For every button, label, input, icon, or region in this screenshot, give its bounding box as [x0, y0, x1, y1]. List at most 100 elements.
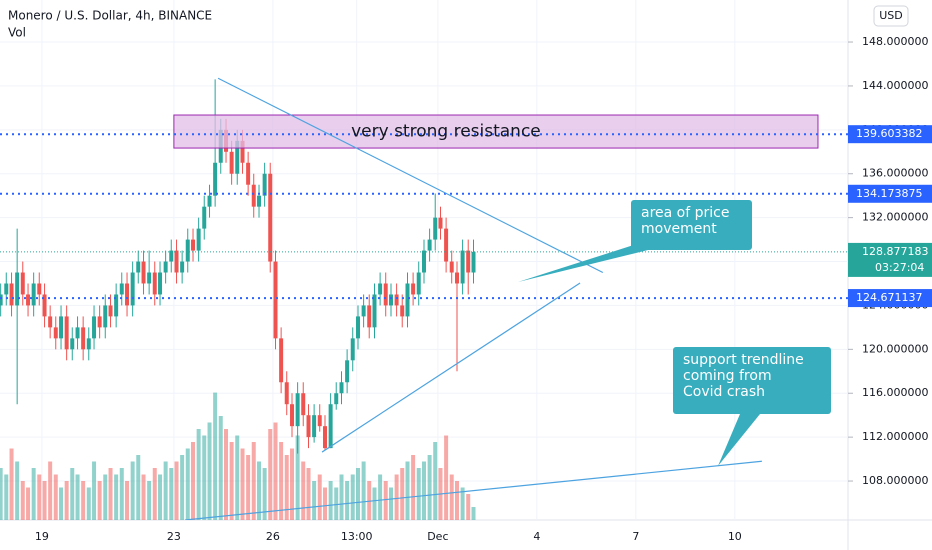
volume-bar [246, 455, 251, 520]
level-label: 139.603382 [856, 127, 922, 140]
candle-body [279, 338, 284, 383]
candle-body [9, 283, 14, 306]
candle-body [229, 151, 234, 174]
volume-bar [141, 474, 146, 520]
countdown: 03:27:04 [875, 261, 924, 274]
candle-body [466, 250, 471, 273]
level-tag [848, 125, 932, 144]
candle-body [416, 272, 421, 295]
callout-box [673, 347, 831, 414]
volume-bar [279, 442, 284, 520]
candle-body [328, 404, 333, 449]
candle-body [31, 283, 36, 306]
volume-bar [427, 455, 432, 520]
candle-body [454, 272, 459, 284]
volume-bar [185, 448, 190, 520]
candle-body [48, 316, 53, 328]
candle-body [20, 272, 25, 295]
volume-bar [356, 468, 361, 520]
candle-body [163, 261, 168, 273]
last-price-tag [848, 242, 932, 277]
volume-bar [268, 429, 273, 520]
candle-body [268, 173, 273, 262]
candle-body [438, 217, 443, 229]
volume-bar [454, 481, 459, 520]
volume-bar [394, 474, 399, 520]
volume-bar [235, 435, 240, 520]
volume-bar [15, 461, 20, 520]
candle-body [86, 338, 91, 350]
candle-body [367, 305, 372, 328]
y-tick-label: 116.000000 [862, 386, 928, 399]
candle-body [394, 294, 399, 306]
volume-bar [389, 487, 394, 520]
candle-body [422, 250, 426, 273]
volume-bar [9, 448, 14, 520]
candle-body [174, 250, 179, 273]
candle-body [53, 327, 58, 339]
candle-body [389, 294, 394, 306]
candle-body [295, 393, 300, 427]
trendline [321, 282, 581, 453]
volume-bar [301, 461, 306, 520]
candle-body [257, 195, 262, 207]
candle-body [64, 316, 69, 350]
candle-body [235, 140, 240, 174]
candle-body [460, 250, 465, 284]
volume-bar [466, 494, 471, 520]
y-tick-label: 148.000000 [862, 35, 928, 48]
y-tick-label: 108.000000 [862, 474, 928, 487]
volume [0, 392, 476, 520]
candle-body [37, 283, 42, 295]
candle-body [246, 162, 251, 185]
volume-bar [400, 468, 405, 520]
volume-bar [0, 468, 3, 520]
resistance-box [173, 114, 819, 149]
volume-label: Vol [8, 26, 26, 40]
candle-body [70, 338, 75, 350]
volume-bar [59, 487, 64, 520]
candle-body [92, 316, 97, 339]
level-tag [848, 184, 932, 203]
volume-bar [345, 481, 350, 520]
trendline [217, 77, 604, 274]
candle-body [323, 426, 328, 449]
volume-bar [372, 487, 377, 520]
volume-bar [147, 481, 152, 520]
x-tick-label: 7 [632, 530, 639, 543]
resistance-label: very strong resistance [351, 122, 541, 142]
volume-bar [53, 474, 58, 520]
candle-body [312, 415, 317, 438]
candle-body [42, 294, 47, 317]
volume-bar [196, 429, 201, 520]
candle-body [262, 173, 267, 196]
candle-body [411, 283, 416, 295]
candle-body [301, 393, 306, 416]
callout-text: Covid crash [683, 384, 765, 400]
volume-bar [433, 442, 438, 520]
volume-bar [213, 392, 218, 520]
currency-button[interactable] [873, 5, 909, 27]
candle-body [4, 283, 9, 295]
volume-bar [422, 461, 426, 520]
volume-bar [339, 474, 344, 520]
chart-title: Monero / U.S. Dollar, 4h, BINANCE [8, 9, 212, 23]
volume-bar [350, 474, 355, 520]
volume-bar [114, 474, 119, 520]
candle-body [345, 360, 350, 383]
volume-bar [86, 487, 91, 520]
candle-body [273, 261, 278, 339]
x-tick-label: 13:00 [341, 530, 373, 543]
volume-bar [367, 481, 372, 520]
callout-text: support trendline [683, 352, 804, 368]
volume-bar [207, 422, 212, 520]
candle-body [290, 404, 295, 427]
volume-bar [174, 461, 179, 520]
candle-body [114, 294, 119, 317]
volume-bar [20, 481, 25, 520]
volume-bar [191, 442, 196, 520]
candle-body [202, 206, 207, 229]
candle-body [213, 162, 218, 196]
candle-body [284, 382, 289, 405]
